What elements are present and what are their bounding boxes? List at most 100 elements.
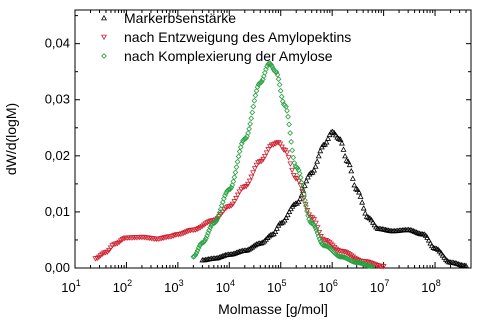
data-point — [285, 113, 291, 120]
data-point — [246, 126, 252, 132]
data-point — [326, 240, 333, 246]
x-tick-labels: 101 102 103 104 105 106 107 108 — [61, 278, 441, 295]
x-tick-label: 108 — [421, 278, 440, 295]
y-tick-label: 0,03 — [45, 92, 70, 107]
data-point — [249, 109, 256, 116]
data-point — [277, 87, 284, 94]
data-point — [340, 146, 347, 152]
data-point — [231, 174, 238, 181]
data-point — [231, 199, 238, 205]
data-point — [324, 238, 331, 245]
data-point — [236, 189, 243, 195]
legend-item-2: nach Entzweigung des Amylopektins — [101, 29, 351, 45]
data-point — [365, 259, 372, 266]
data-point — [277, 141, 284, 147]
x-tick-label: 107 — [370, 278, 389, 295]
data-point — [234, 192, 241, 199]
data-point — [315, 152, 322, 159]
data-point — [342, 152, 349, 159]
legend: Markerbsenstärke nach Entzweigung des Amy… — [101, 10, 351, 64]
data-point — [265, 147, 272, 153]
data-point — [368, 216, 375, 223]
x-tick-label: 106 — [318, 278, 337, 295]
data-point — [106, 247, 113, 254]
data-point — [269, 64, 276, 70]
data-point — [334, 247, 341, 254]
data-point — [284, 150, 290, 156]
data-point — [248, 174, 255, 181]
data-point — [369, 263, 376, 270]
data-point — [251, 166, 258, 172]
data-point — [284, 211, 291, 218]
x-tick-label: 104 — [216, 278, 235, 295]
data-point — [288, 139, 295, 145]
data-point — [304, 174, 311, 180]
data-point — [240, 136, 247, 143]
data-point — [298, 179, 305, 186]
data-point — [427, 240, 434, 246]
data-point — [349, 175, 356, 181]
data-point — [453, 260, 460, 266]
data-point — [289, 147, 296, 154]
data-point — [357, 193, 364, 199]
data-point — [424, 234, 431, 240]
data-point — [452, 259, 459, 266]
data-point — [268, 62, 275, 68]
data-point — [262, 69, 268, 76]
legend-label: Markerbsenstärke — [124, 10, 236, 26]
series-3 — [190, 60, 376, 270]
data-point — [425, 237, 432, 243]
data-point — [278, 93, 285, 100]
data-point — [190, 253, 197, 260]
data-point — [367, 263, 373, 270]
data-point — [244, 133, 250, 140]
data-point — [295, 198, 302, 205]
data-point — [356, 189, 363, 195]
y-tick-label: 0,04 — [45, 36, 70, 51]
data-point — [101, 34, 107, 41]
data-point — [227, 186, 234, 192]
data-point — [245, 181, 251, 188]
data-point — [263, 150, 270, 156]
data-point — [252, 92, 259, 99]
data-point — [338, 253, 345, 260]
data-point — [348, 167, 355, 174]
data-point — [257, 79, 264, 86]
data-point — [264, 234, 271, 240]
data-point — [260, 156, 267, 163]
data-point — [295, 178, 302, 185]
data-point — [326, 131, 333, 138]
data-point — [101, 53, 107, 59]
data-point — [274, 71, 281, 78]
data-point — [316, 235, 323, 242]
data-point — [294, 165, 301, 171]
data-point — [299, 185, 306, 192]
x-tick-label: 101 — [61, 278, 80, 295]
data-point — [223, 190, 229, 197]
data-point — [300, 191, 307, 198]
series-2 — [92, 140, 387, 270]
data-point — [354, 259, 361, 266]
data-point — [281, 217, 288, 223]
data-point — [296, 170, 303, 177]
data-point — [290, 172, 297, 179]
data-point — [287, 130, 294, 136]
data-point — [294, 200, 300, 206]
data-point — [255, 81, 262, 88]
data-point — [362, 210, 369, 216]
data-point — [226, 186, 232, 193]
data-point — [215, 212, 222, 219]
data-point — [307, 169, 314, 176]
data-point — [218, 202, 225, 209]
data-point — [256, 80, 263, 87]
data-point — [337, 136, 344, 142]
data-point — [198, 240, 205, 246]
data-point — [245, 130, 251, 136]
data-point — [299, 188, 306, 195]
data-point — [261, 153, 268, 160]
data-point — [229, 201, 236, 208]
data-point — [311, 222, 318, 229]
data-point — [276, 81, 283, 88]
data-point — [107, 245, 114, 251]
